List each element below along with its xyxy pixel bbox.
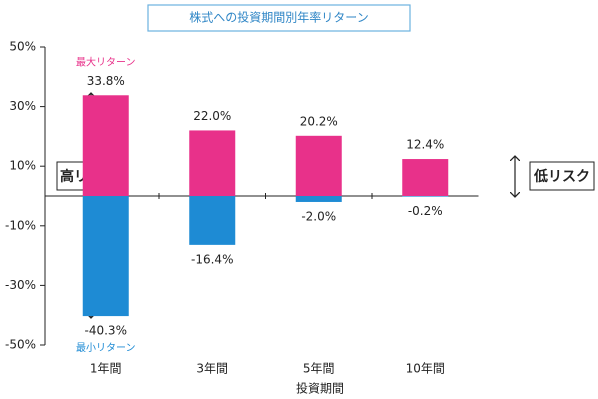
- bar: [82, 95, 129, 196]
- value-label: -2.0%: [301, 209, 336, 223]
- value-label: 22.0%: [193, 109, 231, 123]
- bar: [402, 196, 449, 197]
- title-box: [147, 4, 411, 32]
- x-tick-label: 1年間: [90, 362, 122, 376]
- bar: [189, 196, 236, 245]
- bar: [402, 159, 449, 196]
- annotation: 低リスク: [533, 168, 590, 185]
- y-tick-label: -30%: [5, 278, 36, 292]
- x-axis-label: 投資期間: [296, 381, 344, 396]
- y-tick-label: -10%: [5, 218, 36, 232]
- x-tick-label: 10年間: [406, 362, 445, 376]
- bar: [82, 196, 129, 317]
- bar: [295, 196, 342, 202]
- value-label: 20.2%: [300, 114, 338, 128]
- chart-title: 株式への投資期間別年率リターン: [189, 10, 368, 25]
- x-tick-label: 5年間: [303, 362, 335, 376]
- y-tick-label: -50%: [5, 338, 36, 352]
- value-label: 12.4%: [406, 138, 444, 152]
- bar: [189, 130, 236, 196]
- value-label: -40.3%: [85, 324, 127, 338]
- x-tick-label: 3年間: [196, 362, 228, 376]
- value-label: -16.4%: [191, 252, 233, 266]
- y-tick-label: 10%: [9, 159, 36, 173]
- value-label: 33.8%: [87, 74, 125, 88]
- y-tick-label: 30%: [9, 99, 36, 113]
- series-name: 最小リターン: [76, 342, 136, 354]
- series-name: 最大リターン: [76, 55, 136, 68]
- value-label: -0.2%: [408, 204, 443, 218]
- y-tick-label: 50%: [9, 40, 36, 54]
- bar: [295, 135, 342, 196]
- annotation-box: [529, 161, 595, 191]
